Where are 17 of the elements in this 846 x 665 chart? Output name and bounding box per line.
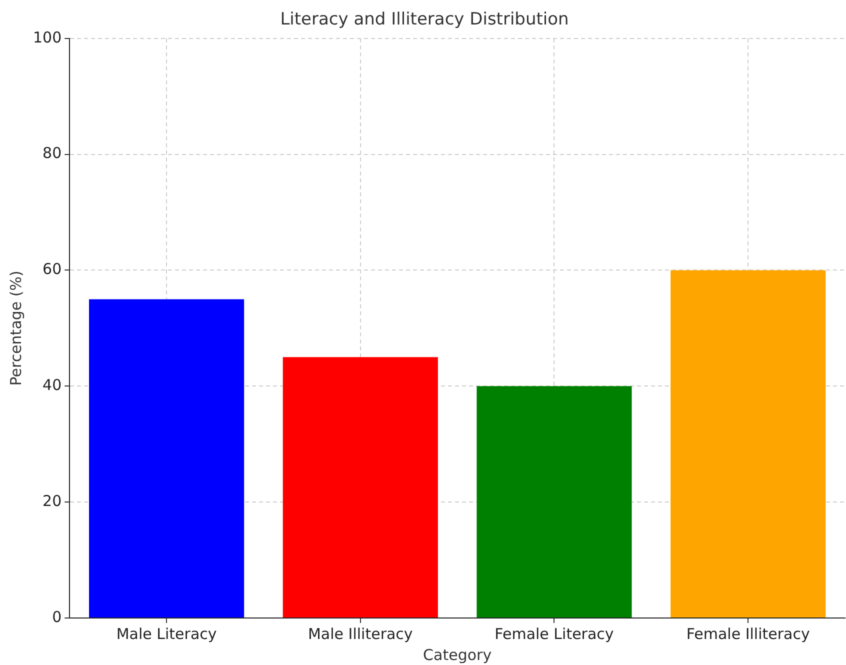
bar — [670, 270, 826, 618]
y-tick-label: 20 — [42, 492, 62, 510]
x-tick-label: Female Literacy — [494, 624, 614, 643]
y-tick-label: 0 — [52, 608, 62, 626]
bar — [282, 357, 438, 618]
x-axis-title: Category — [423, 646, 492, 664]
y-tick-label: 40 — [42, 376, 62, 394]
y-axis-title: Percentage (%) — [6, 270, 25, 386]
y-tick-label: 80 — [42, 144, 62, 162]
x-tick-label: Male Literacy — [116, 624, 217, 643]
chart-title: Literacy and Illiteracy Distribution — [280, 10, 569, 30]
bar — [476, 386, 632, 618]
x-tick-label: Female Illiteracy — [686, 624, 810, 643]
y-tick-label: 60 — [42, 260, 62, 278]
x-tick-label: Male Illiteracy — [308, 624, 413, 643]
y-tick-label: 100 — [32, 28, 62, 46]
bar — [89, 299, 244, 618]
